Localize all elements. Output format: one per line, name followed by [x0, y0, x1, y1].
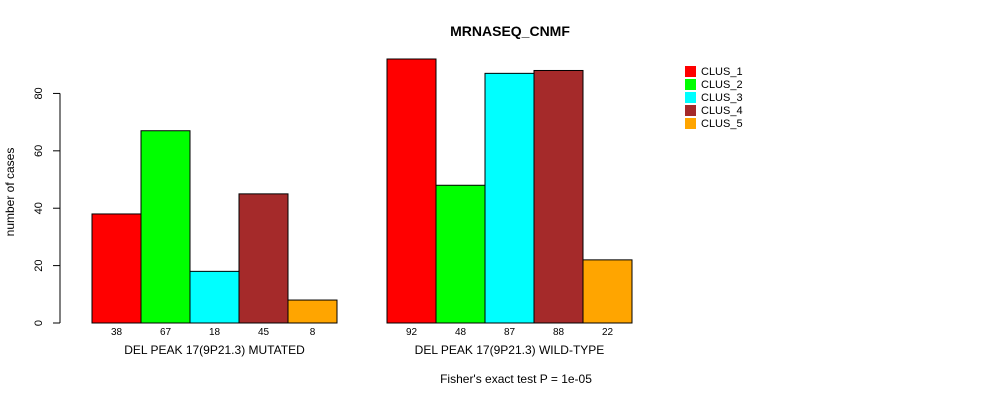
bar	[533, 69, 584, 324]
y-tick-label: 80	[33, 87, 45, 99]
legend-label: CLUS_3	[701, 92, 743, 104]
legend-swatch	[685, 92, 696, 103]
legend-swatch	[685, 66, 696, 77]
y-tick-label: 20	[33, 259, 45, 271]
y-tick-label: 60	[33, 145, 45, 157]
bars: 38 67 18 45 8 DEL PEAK 17(9P21.3) MUTATED 92 48…	[91, 58, 633, 357]
bar	[287, 299, 338, 324]
bar	[484, 72, 535, 324]
bar	[435, 184, 486, 324]
bar-count-label: 38	[111, 327, 123, 338]
y-axis-label: number of cases	[3, 148, 17, 237]
legend-label: CLUS_5	[701, 118, 743, 130]
group-label: DEL PEAK 17(9P21.3) WILD-TYPE	[415, 343, 605, 357]
bar-count-label: 22	[602, 327, 614, 338]
bar	[386, 58, 437, 324]
chart-title: MRNASEQ_CNMF	[450, 23, 570, 39]
bar	[238, 193, 289, 324]
bar-count-label: 92	[406, 327, 418, 338]
footnote: Fisher's exact test P = 1e-05	[440, 372, 592, 386]
y-tick-label: 40	[33, 202, 45, 214]
bar-count-label: 67	[160, 327, 172, 338]
bar	[582, 259, 633, 324]
legend-label: CLUS_4	[701, 105, 743, 117]
legend-label: CLUS_1	[701, 66, 743, 78]
bar-count-label: 48	[455, 327, 467, 338]
bar	[189, 270, 240, 324]
legend-label: CLUS_2	[701, 79, 743, 91]
legend-swatch	[685, 79, 696, 90]
legend-swatch	[685, 118, 696, 129]
group-label: DEL PEAK 17(9P21.3) MUTATED	[124, 343, 305, 357]
bar	[140, 130, 191, 324]
bar-count-label: 87	[504, 327, 516, 338]
y-axis: 0 20 40 60 80	[33, 87, 61, 326]
bar-count-label: 88	[553, 327, 565, 338]
y-tick-label: 0	[33, 320, 45, 326]
bar-count-label: 8	[310, 327, 316, 338]
bar-count-label: 45	[258, 327, 270, 338]
legend-swatch	[685, 105, 696, 116]
bar-count-label: 18	[209, 327, 221, 338]
bar	[91, 213, 142, 324]
